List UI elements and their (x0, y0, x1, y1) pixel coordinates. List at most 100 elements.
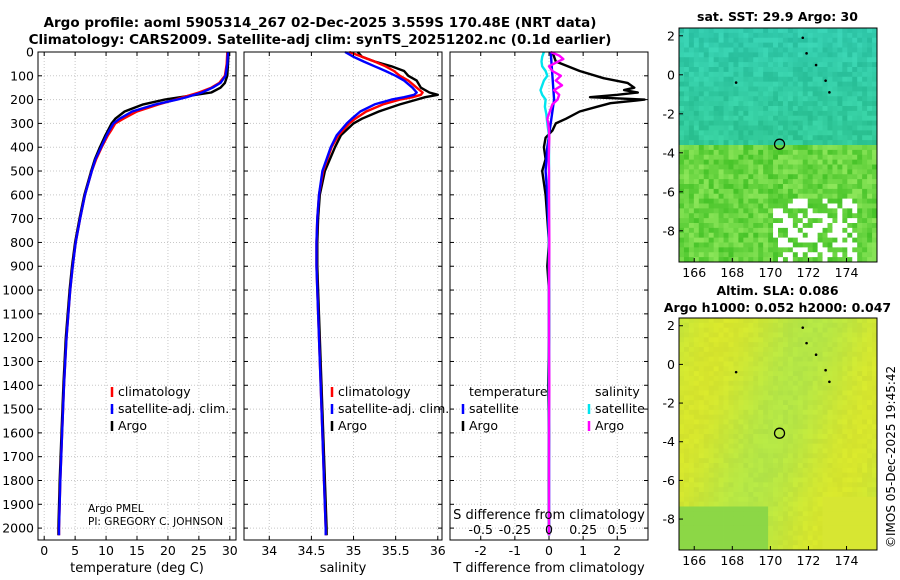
map-cell (807, 472, 814, 478)
map-cell (693, 545, 700, 551)
map-cell (852, 438, 858, 445)
map-cell (867, 218, 873, 224)
map-cell (787, 395, 794, 401)
map-cell (832, 361, 838, 367)
map-cell (698, 448, 705, 454)
map-cell (688, 448, 695, 454)
map-cell (817, 91, 823, 97)
map-cell (703, 361, 710, 367)
map-cell (847, 140, 853, 146)
map-cell (852, 218, 858, 224)
map-cell (852, 179, 858, 185)
map-cell (787, 159, 794, 165)
map-cell (763, 47, 769, 53)
map-cell (693, 342, 700, 348)
map-cell (857, 419, 863, 425)
map-cell (718, 257, 724, 263)
map-cell (852, 174, 858, 180)
map-cell (778, 125, 784, 131)
map-cell (748, 247, 754, 253)
map-cell (758, 213, 764, 219)
depth-tick-label: 300 (10, 116, 34, 131)
map-cell (773, 409, 779, 416)
map-cell (802, 525, 809, 532)
map-cell (753, 521, 759, 527)
map-cell (763, 188, 769, 195)
map-cell (872, 395, 878, 401)
map-cell (842, 516, 848, 522)
map-cell (728, 154, 734, 161)
map-cell (852, 42, 858, 48)
map-cell (723, 405, 729, 411)
map-cell (847, 232, 853, 239)
map-cell (812, 213, 818, 219)
map-cell (713, 135, 719, 141)
map-cell (683, 482, 690, 488)
map-cell (778, 472, 784, 478)
map-cell (758, 472, 764, 478)
map-cell (812, 169, 818, 175)
map-cell (797, 521, 804, 527)
map-cell (703, 496, 710, 503)
map-cell (832, 32, 838, 39)
map-cell (703, 76, 710, 83)
map-cell (718, 327, 724, 333)
map-cell (782, 242, 789, 248)
map-cell (812, 115, 818, 122)
map-cell (683, 252, 690, 258)
map-cell (728, 203, 734, 209)
map-cell (872, 91, 878, 97)
map-cell (703, 332, 710, 338)
map-cell (738, 472, 744, 478)
map-cell (708, 32, 715, 39)
map-cell (768, 521, 774, 527)
map-cell (763, 81, 769, 87)
map-cell (842, 184, 848, 190)
map-cell (782, 213, 789, 219)
map-cell (782, 434, 789, 440)
map-cell (768, 458, 774, 464)
map-cell (852, 380, 858, 387)
map-cell (822, 57, 828, 63)
map-cell (797, 203, 804, 209)
map-cell (723, 140, 729, 146)
map-cell (728, 174, 734, 180)
map-cell (693, 482, 700, 488)
map-cell (847, 409, 853, 416)
map-cell (807, 193, 814, 200)
map-cell (852, 164, 858, 170)
map-cell (688, 501, 695, 507)
map-cell (867, 208, 873, 214)
map-cell (872, 37, 878, 44)
map-cell (792, 380, 799, 387)
map-cell (827, 106, 833, 112)
map-cell (852, 188, 858, 195)
map-cell (837, 42, 843, 48)
map-cell (847, 385, 853, 391)
map-cell (728, 179, 734, 185)
s-tick-label: -0.5 (469, 522, 493, 537)
map-cell (679, 496, 685, 503)
map-cell (857, 237, 863, 243)
map-cell (778, 135, 784, 141)
map-cell (787, 327, 794, 333)
map-cell (827, 376, 833, 382)
map-cell (693, 42, 700, 48)
map-cell (683, 193, 690, 200)
map-cell (797, 227, 804, 234)
map-cell (792, 37, 799, 44)
x-axis-label-salinity: salinity (320, 561, 367, 576)
map-cell (827, 467, 833, 474)
map-cell (743, 366, 749, 372)
map-cell (758, 257, 764, 263)
legend-t-argo: Argo (469, 418, 498, 433)
map-cell (713, 472, 719, 478)
map-cell (862, 477, 868, 483)
map-cell (802, 145, 809, 151)
depth-tick-label: 1100 (2, 306, 34, 321)
map-cell (822, 32, 828, 39)
map-cell (763, 232, 769, 239)
map-cell (827, 42, 833, 48)
map-cell (787, 318, 794, 324)
map-cell (713, 81, 719, 87)
